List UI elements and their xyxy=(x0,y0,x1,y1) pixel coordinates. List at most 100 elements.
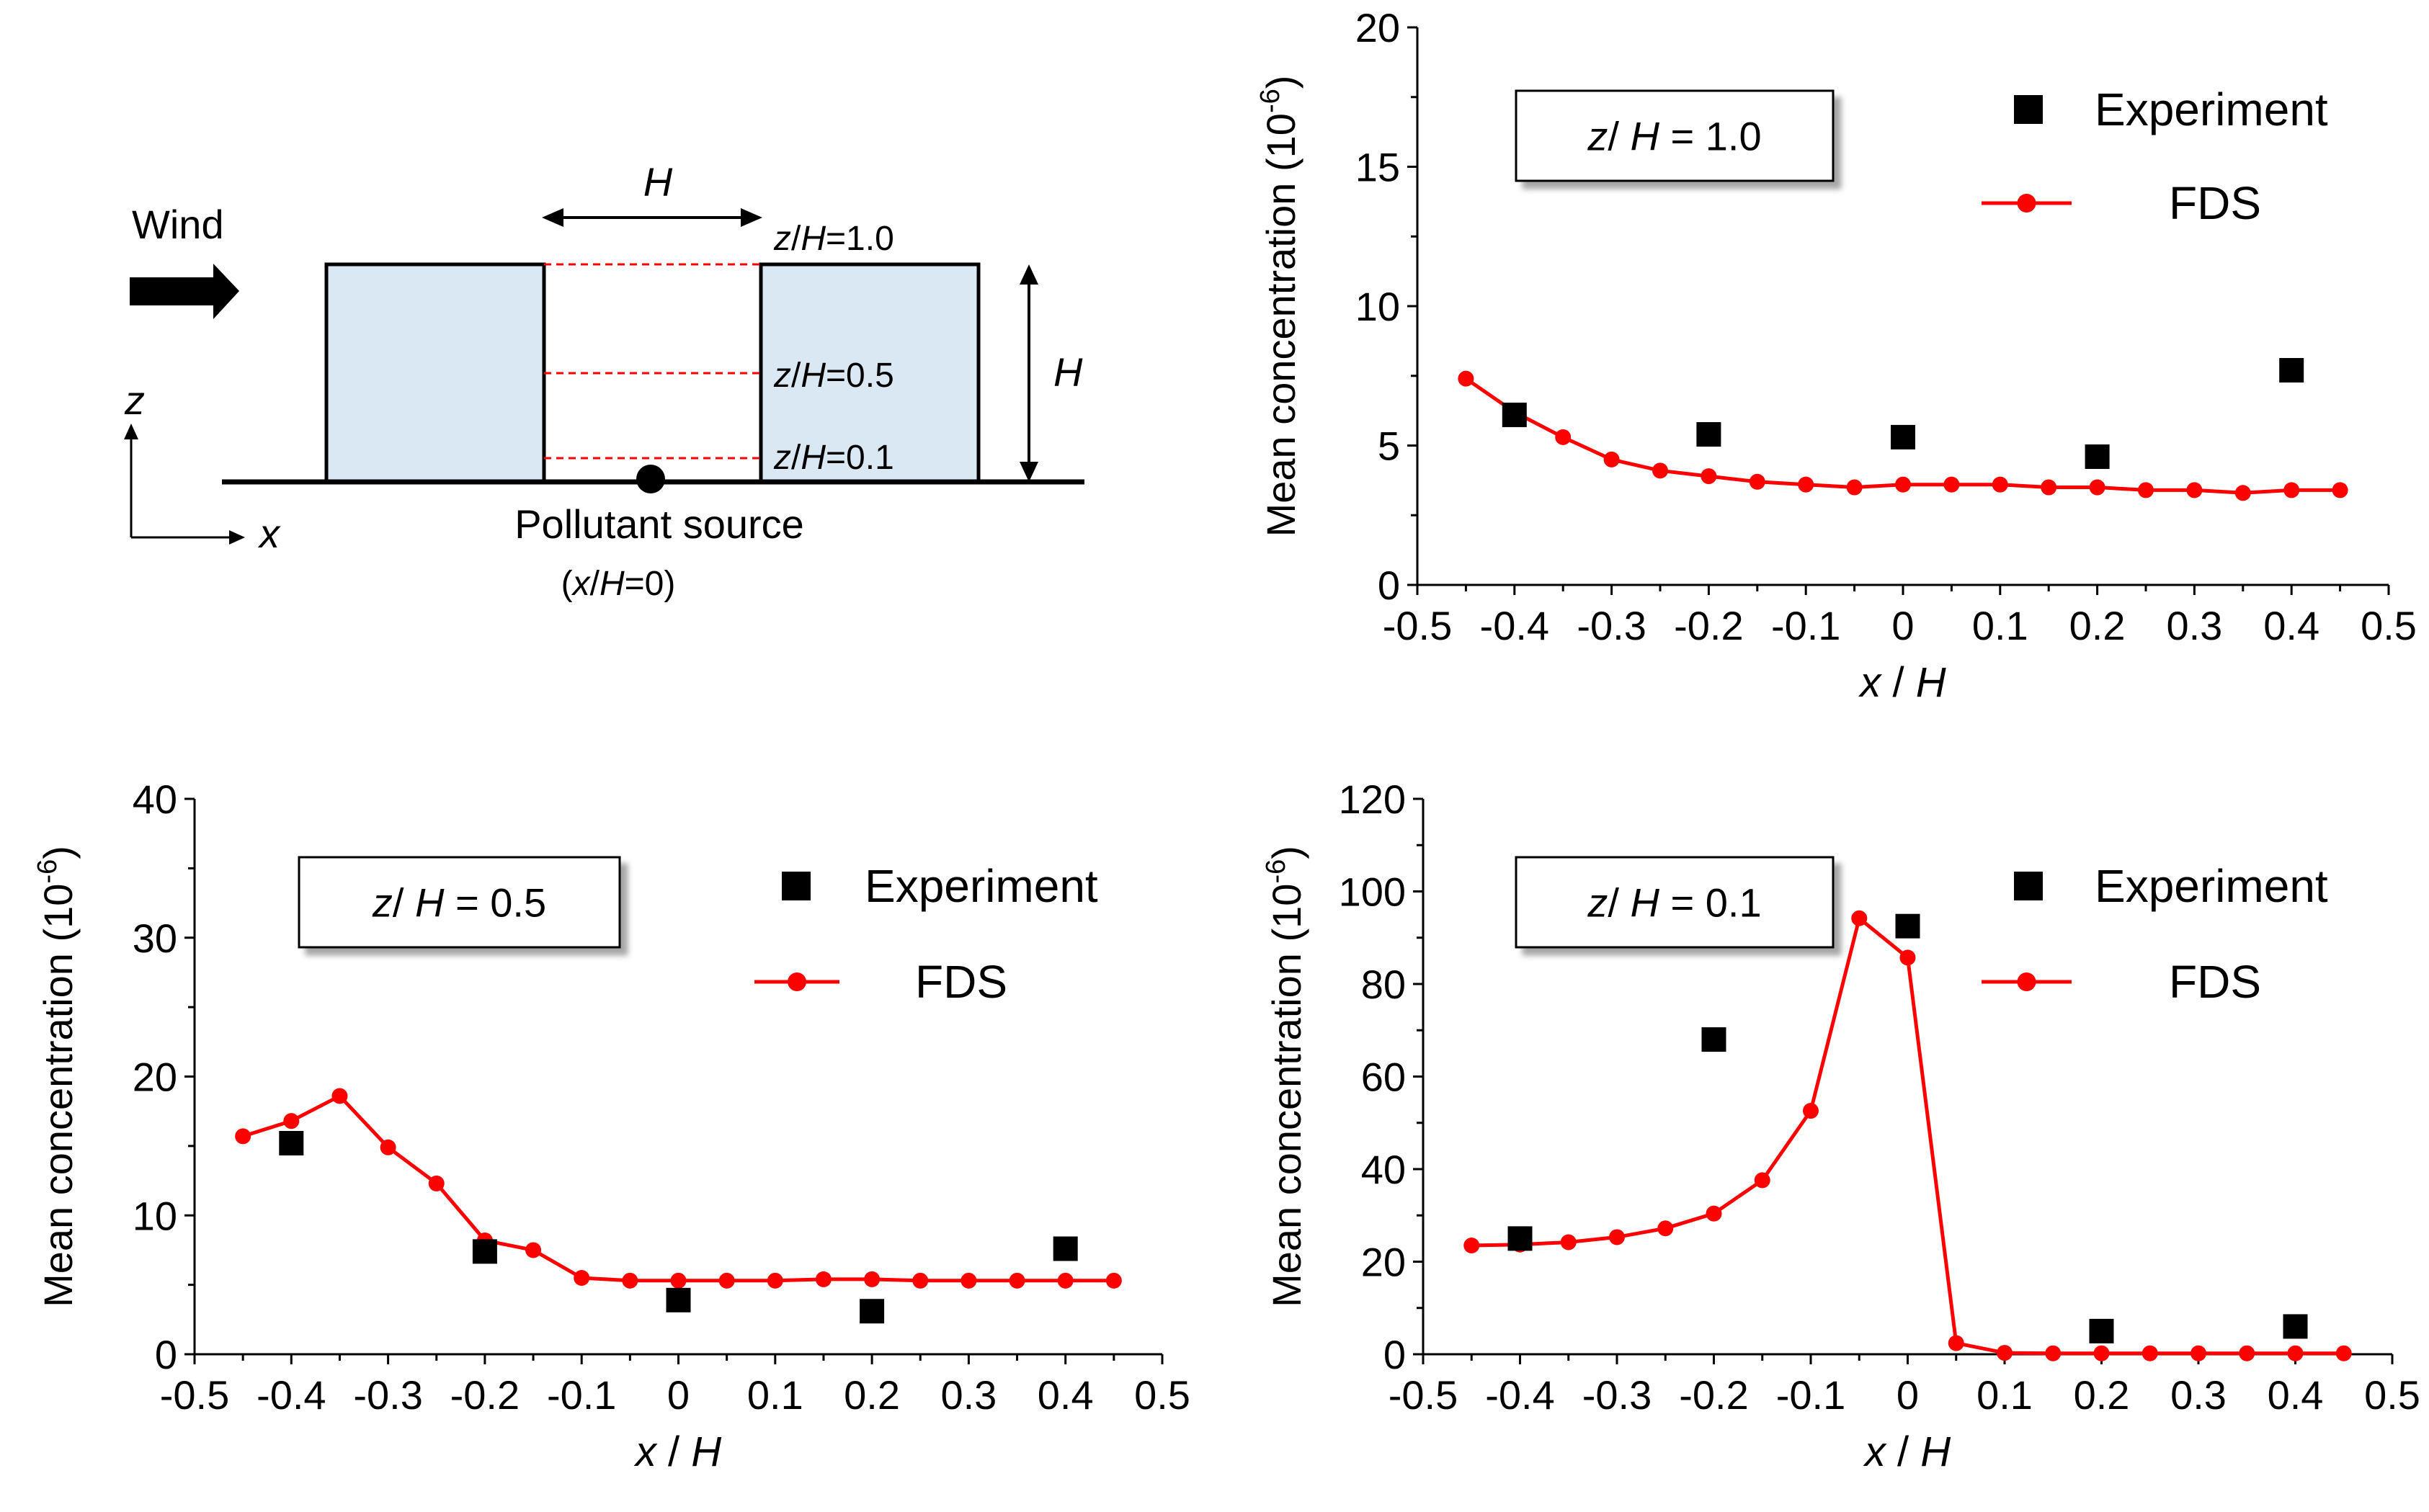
fds-data-point xyxy=(767,1272,783,1289)
legend-experiment-label: Experiment xyxy=(2095,84,2328,135)
legend-fds-label: FDS xyxy=(2169,956,2261,1008)
fds-data-point xyxy=(2093,1345,2110,1361)
experiment-data-point xyxy=(1696,422,1721,447)
x-tick-label: 0.3 xyxy=(940,1372,997,1418)
legend-fds-label: FDS xyxy=(915,956,1007,1008)
fds-data-point xyxy=(2234,485,2251,501)
fds-data-point xyxy=(1754,1172,1770,1189)
level-label-2: z/H=0.5 xyxy=(773,357,894,395)
fds-data-point xyxy=(1603,451,1620,468)
experiment-data-point xyxy=(2085,444,2110,469)
fds-data-point xyxy=(1458,370,1474,387)
chart-z-0-5: 0 10 20 30 40 -0.5 -0.4 -0.3 -0.2 -0.1 0 0.1 0.2 0.3 0… xyxy=(32,777,1190,1475)
height-label-text: z/ H = 0.5 xyxy=(372,880,546,926)
y-tick-label: 15 xyxy=(1355,145,1400,190)
height-arrow-top-head-icon xyxy=(1020,264,1038,285)
fds-data-point xyxy=(1798,476,1814,493)
wind-arrow-icon xyxy=(130,264,239,319)
x-tick-label: -0.5 xyxy=(160,1372,230,1418)
experiment-data-point xyxy=(2283,1314,2308,1339)
fds-data-point xyxy=(380,1139,396,1155)
y-tick-label: 20 xyxy=(1355,5,1400,50)
legend-fds-marker xyxy=(2017,194,2036,213)
fds-data-point xyxy=(574,1269,590,1286)
fds-data-point xyxy=(1560,1234,1577,1251)
y-axis-title: Mean concentration (10-6) xyxy=(1261,846,1309,1307)
fds-data-point xyxy=(1846,479,1863,496)
y-tick-label: 0 xyxy=(1383,1332,1406,1377)
x-tick-label: -0.5 xyxy=(1383,603,1453,648)
experiment-data-point xyxy=(279,1131,304,1156)
y-tick-label: 20 xyxy=(1361,1240,1406,1285)
x-tick-label: 0.1 xyxy=(1976,1372,2033,1418)
fds-data-point xyxy=(235,1128,251,1145)
width-h-label: H xyxy=(643,159,673,205)
experiment-data-point xyxy=(1053,1236,1078,1261)
height-label-box xyxy=(1515,856,1835,949)
fds-data-point xyxy=(961,1272,977,1289)
chart-z-1-0: 0 5 10 15 20 -0.5 -0.4 -0.3 -0.2 -0.1 0 0.1 0.2 0.3 0.… xyxy=(1255,5,2417,706)
experiment-data-point xyxy=(1895,913,1920,939)
experiment-data-point xyxy=(1502,402,1527,427)
x-tick-label: 0 xyxy=(667,1372,690,1418)
fds-data-point xyxy=(2332,482,2348,498)
x-tick-label: -0.4 xyxy=(1480,603,1550,648)
fds-data-point xyxy=(1895,476,1911,493)
height-h-label: H xyxy=(1053,349,1083,395)
fds-data-point xyxy=(2283,482,2300,498)
y-tick-label: 100 xyxy=(1339,869,1406,915)
fds-data-point xyxy=(912,1272,929,1289)
y-axis-title: Mean concentration (10-6) xyxy=(32,846,81,1307)
y-tick-label: 20 xyxy=(133,1055,177,1100)
y-tick-label: 120 xyxy=(1339,777,1406,822)
fds-data-point xyxy=(1899,949,1916,966)
y-tick-label: 60 xyxy=(1361,1055,1406,1100)
pollutant-source-position: (x/H=0) xyxy=(561,565,676,603)
upwind-building xyxy=(324,262,546,484)
fds-series-line xyxy=(242,1094,1114,1283)
y-tick-label: 5 xyxy=(1378,424,1400,469)
x-tick-label: -0.3 xyxy=(353,1372,423,1418)
x-tick-label: 0.5 xyxy=(2361,603,2417,648)
street-canyon-diagram: Wind H H z/H=1.0 z/H=0.5 z/H=0.1 Polluta… xyxy=(124,159,1084,603)
experiment-data-point xyxy=(666,1287,691,1312)
x-tick-label: 0.5 xyxy=(1134,1372,1190,1418)
fds-data-point xyxy=(428,1175,445,1191)
experiment-data-point xyxy=(860,1299,885,1324)
experiment-data-point xyxy=(1701,1027,1726,1052)
level-label-1: z/H=1.0 xyxy=(773,220,894,258)
fds-data-point xyxy=(2045,1345,2062,1361)
y-tick-label: 40 xyxy=(1361,1147,1406,1192)
fds-data-point xyxy=(2089,479,2105,496)
legend-experiment-marker xyxy=(2014,95,2043,124)
x-tick-label: 0.3 xyxy=(2166,603,2222,648)
height-label-text: z/ H = 1.0 xyxy=(1587,114,1761,159)
x-tick-label: -0.3 xyxy=(1582,1372,1652,1418)
fds-data-point xyxy=(1997,1345,2013,1361)
x-tick-label: -0.1 xyxy=(1776,1372,1846,1418)
fds-data-point xyxy=(718,1272,735,1289)
fds-data-point xyxy=(331,1088,348,1104)
x-tick-label: 0.2 xyxy=(844,1372,900,1418)
x-tick-label: -0.2 xyxy=(1674,603,1744,648)
fds-data-point xyxy=(2186,482,2203,498)
x-tick-label: 0.3 xyxy=(2170,1372,2227,1418)
fds-data-point xyxy=(2287,1345,2304,1361)
fds-data-point xyxy=(1948,1335,1964,1351)
level-label-3: z/H=0.1 xyxy=(773,439,894,477)
fds-data-point xyxy=(2190,1345,2206,1361)
fds-data-point xyxy=(1057,1272,1074,1289)
width-arrow-left-head-icon xyxy=(542,208,563,227)
fds-data-point xyxy=(1555,429,1572,445)
fds-data-point xyxy=(2138,482,2154,498)
z-axis-label: z xyxy=(124,377,145,423)
y-tick-label: 0 xyxy=(155,1332,177,1377)
fds-data-point xyxy=(525,1242,542,1258)
x-axis-arrow-icon xyxy=(229,530,245,545)
fds-data-point xyxy=(864,1271,881,1287)
legend-fds-label: FDS xyxy=(2169,177,2261,229)
experiment-data-point xyxy=(2279,358,2304,383)
experiment-data-point xyxy=(472,1239,497,1264)
legend-experiment-marker xyxy=(2014,872,2043,900)
fds-data-point xyxy=(1657,1220,1674,1237)
